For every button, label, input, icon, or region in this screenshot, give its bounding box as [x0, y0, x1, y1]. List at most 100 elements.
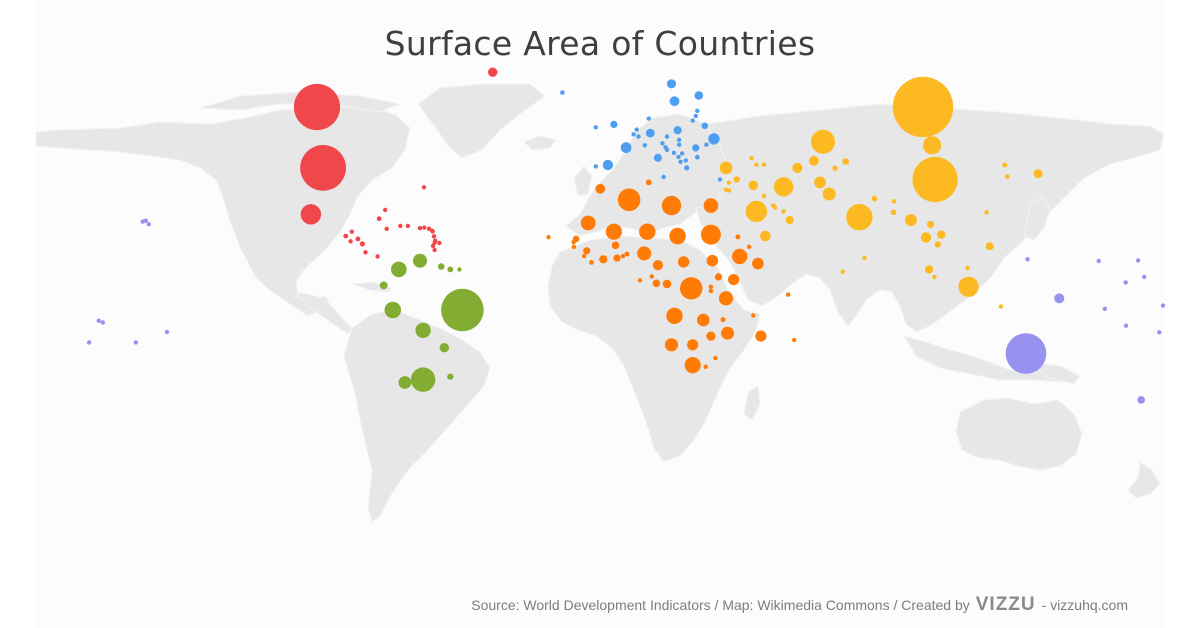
bubble-asia-19[interactable] — [785, 216, 794, 225]
bubble-africa-49[interactable] — [703, 364, 708, 369]
bubble-africa-15[interactable] — [664, 338, 679, 352]
bubble-north-america-26[interactable] — [432, 247, 437, 253]
bubble-africa-6[interactable] — [639, 223, 656, 240]
bubble-north-america-1[interactable] — [293, 83, 341, 131]
bubble-africa-12[interactable] — [732, 248, 748, 265]
bubble-europe-20[interactable] — [664, 134, 670, 139]
bubble-asia-47[interactable] — [840, 269, 845, 274]
bubble-africa-50[interactable] — [546, 235, 551, 240]
bubble-europe-32[interactable] — [664, 147, 670, 153]
bubble-asia-21[interactable] — [924, 265, 934, 274]
bubble-south-america-11[interactable] — [447, 373, 454, 380]
bubble-africa-36[interactable] — [624, 251, 630, 257]
bubble-north-america-7[interactable] — [398, 223, 403, 229]
bubble-asia-39[interactable] — [754, 162, 759, 167]
bubble-asia-10[interactable] — [719, 161, 733, 175]
bubble-asia-25[interactable] — [733, 176, 740, 183]
bubble-africa-45[interactable] — [708, 284, 714, 289]
bubble-oceania-14[interactable] — [1123, 280, 1128, 285]
bubble-asia-16[interactable] — [748, 180, 759, 191]
bubble-asia-3[interactable] — [923, 136, 942, 155]
bubble-europe-6[interactable] — [645, 128, 655, 138]
bubble-asia-4[interactable] — [811, 129, 835, 154]
bubble-south-america-4[interactable] — [391, 261, 407, 278]
bubble-europe-10[interactable] — [653, 153, 662, 162]
bubble-south-america-1[interactable] — [441, 288, 484, 332]
bubble-europe-26[interactable] — [676, 137, 682, 142]
bubble-asia-24[interactable] — [842, 158, 849, 165]
bubble-oceania-11[interactable] — [96, 318, 102, 323]
bubble-asia-9[interactable] — [822, 187, 836, 201]
bubble-oceania-9[interactable] — [1142, 274, 1147, 280]
bubble-oceania-17[interactable] — [164, 329, 170, 335]
bubble-africa-40[interactable] — [582, 253, 587, 259]
bubble-africa-34[interactable] — [645, 179, 652, 186]
bubble-asia-46[interactable] — [771, 203, 776, 208]
bubble-oceania-19[interactable] — [143, 218, 148, 223]
bubble-asia-17[interactable] — [1033, 169, 1043, 179]
bubble-africa-13[interactable] — [718, 291, 734, 306]
bubble-north-america-16[interactable] — [359, 241, 365, 247]
bubble-africa-25[interactable] — [687, 339, 699, 351]
bubble-europe-3[interactable] — [694, 91, 704, 100]
bubble-north-america-13[interactable] — [343, 233, 349, 239]
bubble-europe-17[interactable] — [694, 154, 700, 160]
bubble-africa-51[interactable] — [637, 278, 643, 283]
bubble-africa-7[interactable] — [605, 223, 623, 240]
bubble-north-america-4[interactable] — [488, 67, 498, 77]
bubble-europe-34[interactable] — [676, 154, 681, 160]
bubble-europe-15[interactable] — [593, 125, 598, 130]
bubble-asia-36[interactable] — [862, 255, 867, 261]
bubble-africa-47[interactable] — [746, 244, 752, 249]
bubble-africa-31[interactable] — [583, 247, 591, 255]
bubble-europe-19[interactable] — [679, 151, 685, 156]
bubble-africa-17[interactable] — [697, 313, 710, 327]
bubble-europe-1[interactable] — [666, 79, 677, 89]
bubble-south-america-7[interactable] — [398, 376, 412, 389]
bubble-africa-41[interactable] — [589, 260, 594, 265]
bubble-oceania-16[interactable] — [133, 340, 138, 345]
bubble-asia-40[interactable] — [723, 187, 729, 192]
bubble-asia-11[interactable] — [904, 214, 917, 227]
bubble-asia-35[interactable] — [749, 156, 754, 161]
bubble-oceania-1[interactable] — [1005, 333, 1047, 374]
bubble-africa-18[interactable] — [755, 330, 767, 342]
bubble-africa-46[interactable] — [708, 288, 714, 294]
bubble-asia-18[interactable] — [792, 162, 803, 173]
bubble-oceania-2[interactable] — [1137, 396, 1145, 404]
bubble-north-america-18[interactable] — [375, 254, 380, 259]
bubble-africa-8[interactable] — [580, 215, 596, 231]
bubble-asia-5[interactable] — [846, 204, 873, 231]
bubble-africa-33[interactable] — [599, 255, 608, 264]
bubble-asia-2[interactable] — [912, 156, 958, 203]
bubble-asia-7[interactable] — [958, 276, 979, 297]
bubble-africa-39[interactable] — [620, 253, 626, 259]
bubble-oceania-8[interactable] — [1135, 258, 1141, 263]
bubble-africa-30[interactable] — [714, 273, 723, 281]
bubble-north-america-24[interactable] — [437, 240, 442, 246]
bubble-asia-26[interactable] — [934, 241, 941, 248]
bubble-north-america-21[interactable] — [431, 234, 437, 239]
bubble-europe-2[interactable] — [669, 96, 680, 107]
bubble-asia-41[interactable] — [761, 193, 767, 199]
bubble-oceania-10[interactable] — [1025, 257, 1030, 262]
bubble-europe-14[interactable] — [684, 165, 690, 171]
bubble-africa-53[interactable] — [786, 292, 791, 297]
bubble-north-america-12[interactable] — [349, 229, 354, 234]
bubble-africa-54[interactable] — [751, 313, 756, 318]
bubble-europe-16[interactable] — [593, 164, 598, 169]
bubble-oceania-6[interactable] — [1123, 323, 1129, 328]
bubble-south-america-8[interactable] — [439, 343, 449, 353]
bubble-africa-29[interactable] — [611, 241, 620, 250]
bubble-europe-35[interactable] — [678, 159, 683, 164]
bubble-north-america-25[interactable] — [430, 243, 436, 249]
bubble-asia-31[interactable] — [832, 165, 838, 171]
bubble-south-america-10[interactable] — [437, 263, 445, 270]
bubble-north-america-15[interactable] — [348, 239, 353, 244]
bubble-asia-38[interactable] — [984, 210, 989, 215]
bubble-north-america-9[interactable] — [384, 226, 389, 231]
bubble-south-america-13[interactable] — [457, 267, 462, 272]
bubble-oceania-7[interactable] — [1096, 258, 1101, 264]
bubble-africa-5[interactable] — [669, 227, 686, 245]
bubble-north-america-10[interactable] — [417, 226, 423, 231]
